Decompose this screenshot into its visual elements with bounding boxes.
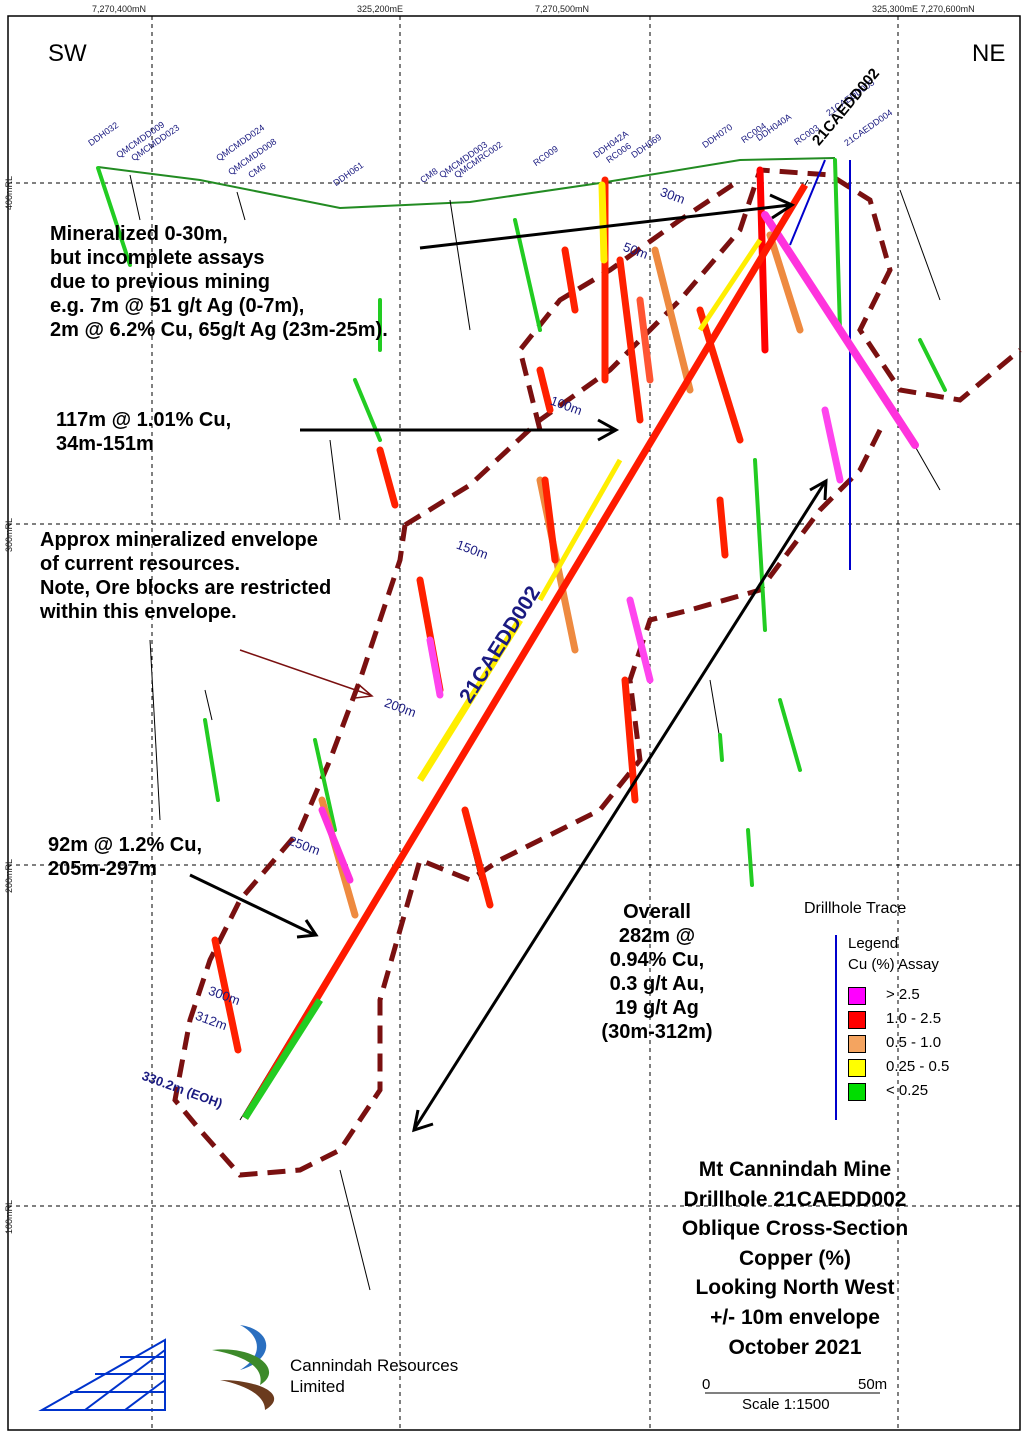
title-line: Copper (%) (739, 1246, 851, 1270)
company-suffix: Limited (290, 1377, 345, 1396)
scale-fifty: 50m (858, 1376, 888, 1393)
grid-label-east-1: 325,200mE (357, 4, 404, 14)
scale-zero: 0 (702, 1376, 711, 1393)
title-block: Mt Cannindah Mine Drillhole 21CAEDD002 O… (640, 1155, 950, 1362)
title-line: Drillhole 21CAEDD002 (683, 1187, 907, 1211)
legend-swatch (848, 1035, 866, 1053)
ne-label: NE (972, 40, 1006, 67)
legend-title: Legend (848, 935, 899, 952)
annotation-line: due to previous mining (50, 271, 271, 293)
annotation-line: Note, Ore blocks are restricted (40, 577, 332, 599)
annotation-line: 205m-297m (48, 858, 157, 880)
legend-swatch (848, 1083, 866, 1101)
legend-label: 1.0 - 2.5 (886, 1010, 942, 1027)
annotation-line: 92m @ 1.2% Cu, (48, 834, 203, 856)
rl-label-300: 300mRL (4, 517, 14, 552)
annotation-line: 282m @ (618, 925, 696, 947)
sw-label: SW (48, 40, 87, 67)
legend-swatch (848, 1011, 866, 1029)
legend-label: > 2.5 (886, 986, 920, 1003)
rl-label-100: 100mRL (4, 1199, 14, 1234)
scale-text: Scale 1:1500 (742, 1396, 830, 1413)
title-line: Mt Cannindah Mine (698, 1158, 892, 1181)
legend-subtitle: Cu (%) Assay (848, 956, 939, 973)
annotation-line: 0.94% Cu, (609, 949, 705, 971)
title-line: Looking North West (695, 1276, 895, 1300)
title-line: Oblique Cross-Section (681, 1217, 909, 1241)
legend-label: 0.5 - 1.0 (886, 1034, 942, 1051)
annotation-overall: Overall 282m @ 0.94% Cu, 0.3 g/t Au, 19 … (582, 900, 732, 1044)
annotation-line: of current resources. (40, 553, 241, 575)
rl-label-400: 400mRL (4, 175, 14, 210)
rl-label-200: 200mRL (4, 858, 14, 893)
legend-label: 0.25 - 0.5 (886, 1058, 950, 1075)
annotation-envelope: Approx mineralized envelope of current r… (40, 528, 331, 624)
legend-trace-title: Drillhole Trace (804, 900, 907, 917)
annotation-92m: 92m @ 1.2% Cu, 205m-297m (48, 833, 202, 881)
grid-label-east-2: 325,300mE 7,270,600mN (872, 4, 975, 14)
legend-label: < 0.25 (886, 1082, 929, 1099)
annotation-line: within this envelope. (40, 601, 237, 623)
annotation-line: 34m-151m (56, 433, 154, 455)
annotation-line: 2m @ 6.2% Cu, 65g/t Ag (23m-25m). (50, 319, 388, 341)
title-line: +/- 10m envelope (710, 1305, 880, 1329)
annotation-line: e.g. 7m @ 51 g/t Ag (0-7m), (50, 295, 305, 317)
grid-label-north-1: 7,270,400mN (92, 4, 147, 14)
annotation-line: Mineralized 0-30m, (50, 223, 228, 245)
annotation-line: (30m-312m) (601, 1021, 713, 1043)
annotation-117m: 117m @ 1.01% Cu, 34m-151m (56, 408, 231, 456)
annotation-line: Overall (623, 901, 691, 923)
annotation-line: 19 g/t Ag (615, 997, 699, 1019)
annotation-line: 117m @ 1.01% Cu, (56, 409, 232, 431)
annotation-shallow: Mineralized 0-30m, but incomplete assays… (50, 222, 388, 342)
title-line: October 2021 (728, 1335, 862, 1359)
annotation-line: Approx mineralized envelope (40, 529, 318, 551)
annotation-line: but incomplete assays (50, 247, 265, 269)
grid-label-north-2: 7,270,500mN (535, 4, 590, 14)
legend-swatch (848, 987, 866, 1005)
annotation-line: 0.3 g/t Au, (609, 973, 705, 995)
legend-swatch (848, 1059, 866, 1077)
company-name: Cannindah Resources (290, 1356, 459, 1375)
